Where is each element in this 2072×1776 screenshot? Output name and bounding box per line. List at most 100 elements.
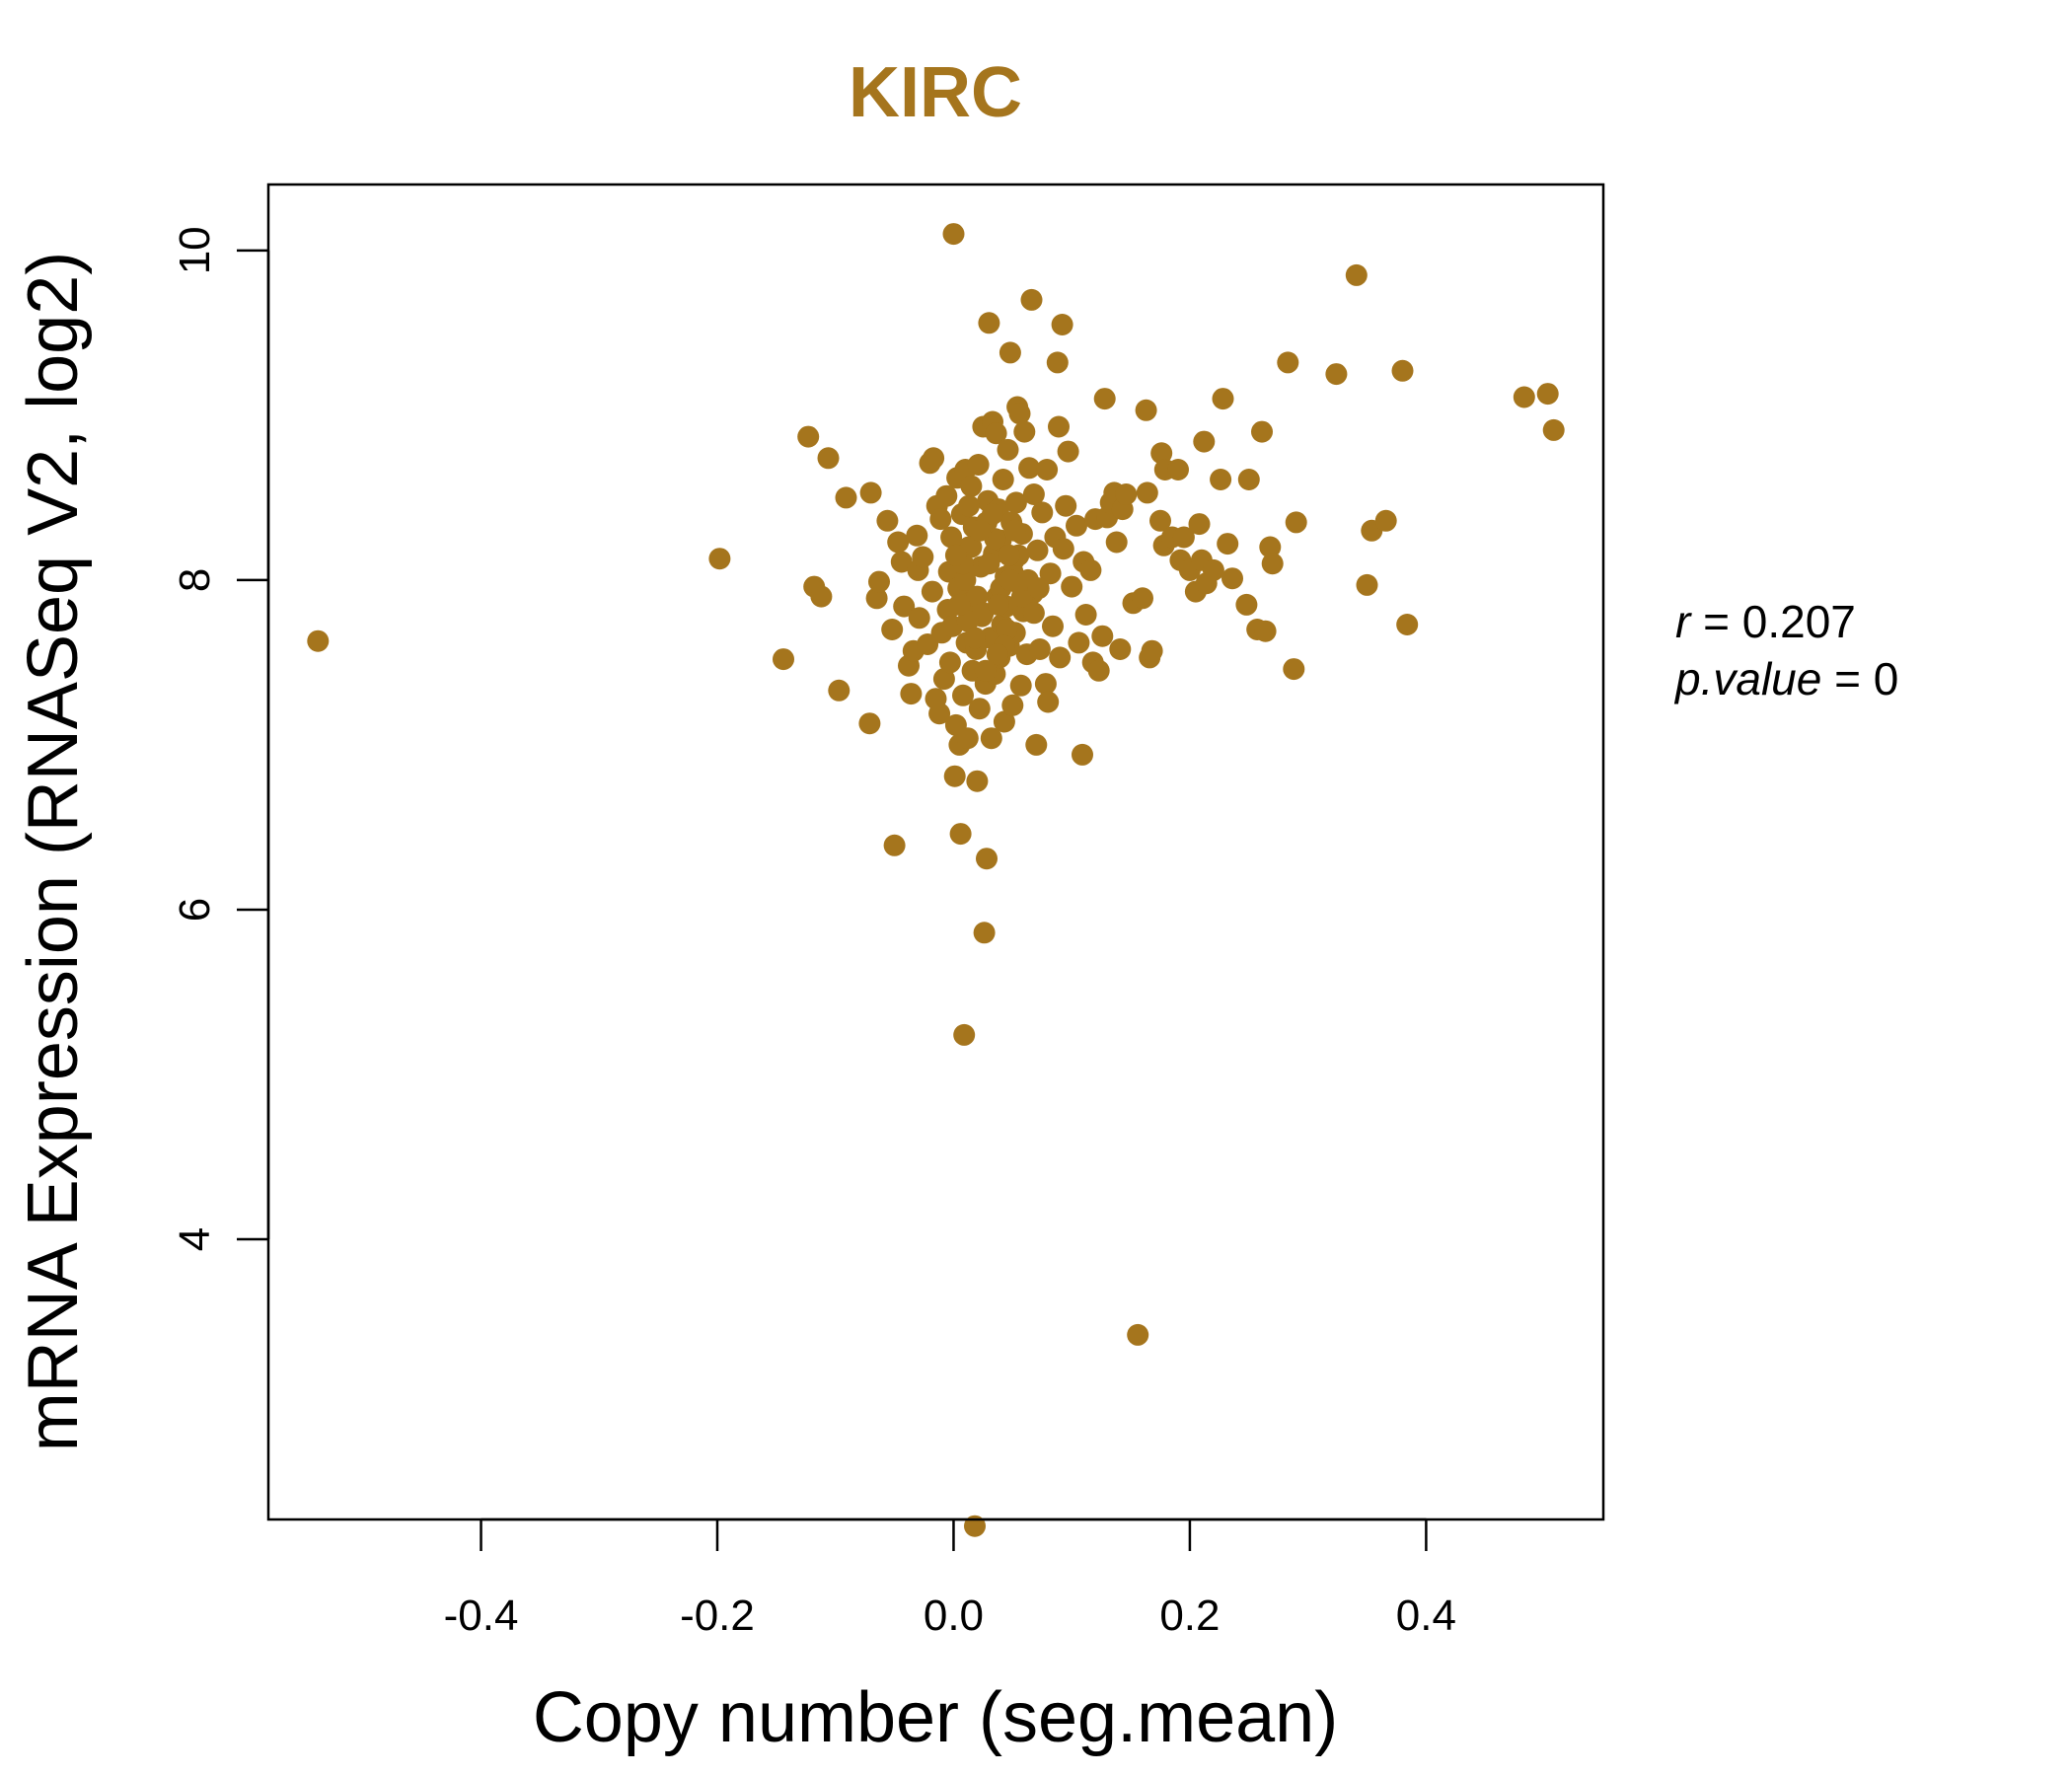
data-point [1149, 509, 1171, 532]
data-point [1345, 263, 1368, 286]
data-point [942, 223, 965, 246]
data-point [1020, 288, 1043, 311]
data-point [952, 684, 974, 706]
data-point [1031, 501, 1054, 524]
data-point [973, 922, 996, 944]
data-point [1172, 526, 1195, 549]
p-label: p.value [1673, 653, 1821, 704]
data-point [986, 643, 1008, 666]
x-axis-title: Copy number (seg.mean) [533, 1678, 1338, 1757]
data-point [999, 341, 1021, 364]
data-point [944, 544, 967, 566]
data-point [906, 524, 928, 547]
data-point [1039, 562, 1062, 585]
data-point [876, 509, 899, 532]
data-point [992, 469, 1014, 490]
data-point [1091, 625, 1114, 647]
data-point [912, 546, 934, 568]
data-point [1356, 573, 1378, 596]
data-point [1127, 1323, 1149, 1346]
data-point [968, 519, 991, 542]
data-point [1048, 415, 1070, 438]
data-point [928, 703, 951, 725]
data-point [1072, 743, 1093, 766]
data-point [1109, 638, 1132, 660]
data-point [1237, 469, 1260, 490]
data-point [929, 508, 952, 531]
data-point [976, 848, 998, 870]
data-point [1028, 638, 1051, 660]
p-value: 0 [1874, 653, 1899, 704]
data-point [956, 610, 979, 632]
data-point [708, 548, 731, 570]
data-point [1150, 442, 1173, 465]
data-point [999, 568, 1021, 591]
data-point [1391, 359, 1414, 382]
data-point [1136, 481, 1158, 504]
data-point [810, 585, 833, 608]
data-point [1283, 658, 1305, 681]
data-point [943, 765, 966, 787]
data-point [1513, 386, 1535, 408]
data-point [890, 551, 913, 573]
pvalue-annotation: p.value = 0 [1673, 653, 1898, 704]
x-tick-label: -0.2 [680, 1591, 755, 1640]
y-tick-label: 4 [171, 1227, 219, 1251]
data-point [954, 568, 977, 591]
data-point [1396, 614, 1419, 635]
p-equals: = [1821, 653, 1873, 704]
data-point [1034, 673, 1057, 696]
data-point [1066, 514, 1087, 537]
data-point [1542, 418, 1565, 441]
data-point [1010, 585, 1033, 608]
y-axis: 4 6 8 10 [171, 226, 270, 1251]
data-point [1022, 483, 1045, 505]
data-point [1037, 691, 1060, 713]
data-point [921, 580, 943, 603]
data-point [1536, 383, 1559, 406]
data-point [1079, 558, 1102, 581]
data-point [1049, 646, 1072, 669]
r-equals: = [1690, 596, 1741, 647]
correlation-annotation: r = 0.207 [1675, 596, 1856, 647]
data-point [817, 447, 840, 470]
data-point [1093, 388, 1116, 410]
data-point [1068, 631, 1090, 654]
data-point [900, 683, 923, 705]
data-point [997, 438, 1019, 461]
data-point [1055, 494, 1077, 517]
data-point [985, 422, 1007, 445]
data-point [978, 553, 1000, 575]
data-point [1025, 733, 1048, 756]
data-point [1132, 587, 1153, 610]
data-point [1212, 388, 1234, 410]
data-point [953, 1023, 976, 1046]
data-point [887, 531, 910, 554]
data-point [1074, 604, 1097, 626]
data-point [1057, 440, 1079, 463]
data-point [935, 484, 958, 507]
data-point [996, 619, 1018, 640]
data-point [998, 544, 1020, 566]
x-axis: -0.4 -0.2 0.0 0.2 0.4 [444, 1517, 1456, 1640]
data-point [1051, 314, 1073, 335]
data-point [1202, 558, 1224, 581]
data-point [956, 727, 979, 750]
data-point [968, 698, 991, 720]
data-point [868, 570, 890, 593]
data-point [960, 475, 983, 497]
x-tick-label: 0.4 [1396, 1591, 1456, 1640]
data-point [938, 651, 961, 674]
data-point [1259, 536, 1282, 558]
data-point [967, 454, 990, 476]
data-point [1009, 674, 1032, 697]
data-point [964, 627, 986, 649]
data-point [307, 629, 330, 652]
data-point [773, 648, 794, 671]
data-point [1003, 519, 1026, 542]
data-point [1210, 469, 1232, 490]
data-point [1027, 577, 1050, 600]
data-point [1004, 491, 1027, 514]
data-point [980, 727, 1002, 750]
